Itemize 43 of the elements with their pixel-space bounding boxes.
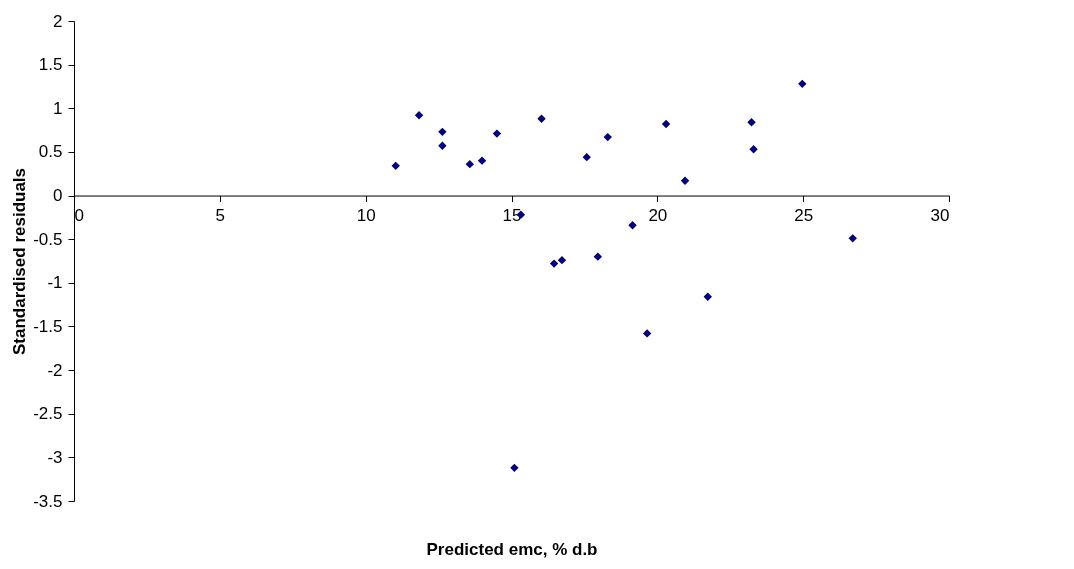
y-tick-label: 1.5 [38, 55, 63, 75]
y-tick-label: -2.5 [33, 404, 63, 424]
point [593, 252, 603, 261]
point [747, 118, 756, 127]
y-axis-title: Standardised residuals [10, 167, 30, 356]
point [848, 234, 857, 243]
point [391, 161, 400, 171]
x-tick-label: 30 [930, 206, 950, 226]
point [628, 221, 637, 230]
x-tick-label: 20 [648, 206, 668, 226]
x-tick-label: 0 [74, 206, 84, 226]
point [680, 176, 690, 185]
point [537, 114, 546, 123]
y-tick-label: 1 [53, 98, 63, 118]
x-axis-title: Predicted emc, % d.b [426, 539, 598, 559]
point [603, 132, 612, 142]
x-tick-label: 10 [356, 206, 376, 226]
y-tick-label: -0.5 [33, 229, 63, 249]
y-tick-label: -1 [47, 273, 63, 293]
point [749, 145, 758, 154]
point [642, 329, 652, 338]
y-tick-label: 0.5 [38, 142, 63, 162]
y-tick-label: -3.5 [33, 491, 63, 511]
point [438, 141, 447, 150]
point [414, 111, 424, 120]
point [582, 152, 591, 162]
point [549, 259, 559, 268]
y-tick-label: 2 [53, 11, 63, 31]
point [438, 127, 447, 137]
x-tick-label: 5 [215, 206, 226, 226]
point [477, 156, 487, 165]
y-tick-label: -2 [47, 360, 63, 380]
y-tick-label: -1.5 [33, 316, 63, 336]
point [557, 255, 567, 265]
x-tick-label: 25 [794, 206, 814, 226]
y-tick-label: 0 [53, 186, 63, 206]
point [798, 79, 807, 89]
point [661, 119, 671, 129]
point [465, 159, 474, 169]
point [703, 292, 712, 301]
y-tick-label: -3 [47, 447, 63, 467]
point [510, 463, 519, 473]
point [492, 129, 502, 138]
